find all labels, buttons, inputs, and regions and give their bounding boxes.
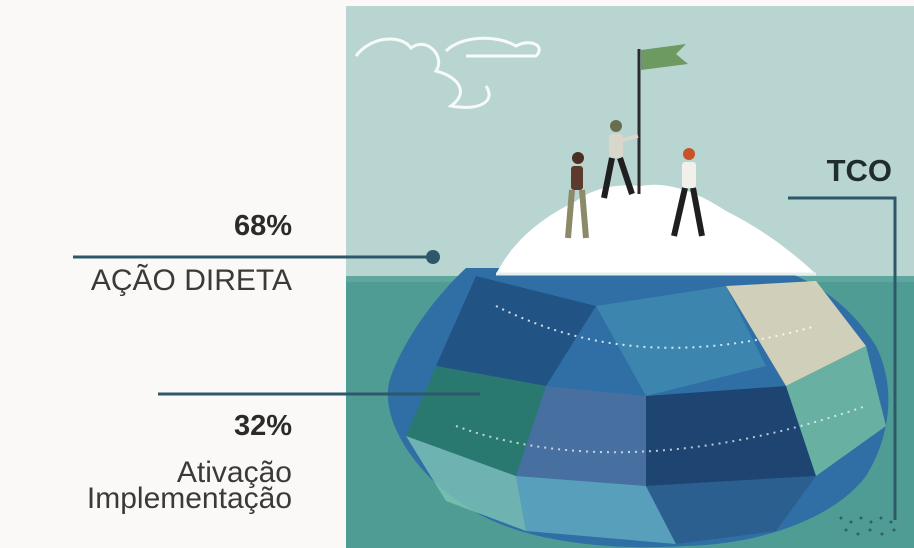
iceberg-underwater: [387, 268, 889, 548]
tco-bracket: [788, 196, 897, 520]
tco-title: TCO: [826, 153, 892, 188]
above-connector-dot: [426, 250, 440, 264]
dot-texture: [839, 516, 896, 536]
above-label: AÇÃO DIRETA: [90, 264, 292, 297]
figure-left: [565, 152, 589, 239]
above-percent: 68%: [233, 210, 292, 242]
figure-right: [671, 148, 705, 237]
figure-middle: [601, 120, 639, 199]
iceberg-illustration: [346, 6, 914, 548]
below-label-line1: Ativação: [176, 456, 292, 489]
flag-icon: [637, 44, 688, 194]
below-percent: 32%: [233, 410, 292, 442]
iceberg-tip: [496, 184, 816, 274]
below-label-line2: Implementação: [86, 482, 292, 515]
cloud-icon: [354, 36, 541, 109]
